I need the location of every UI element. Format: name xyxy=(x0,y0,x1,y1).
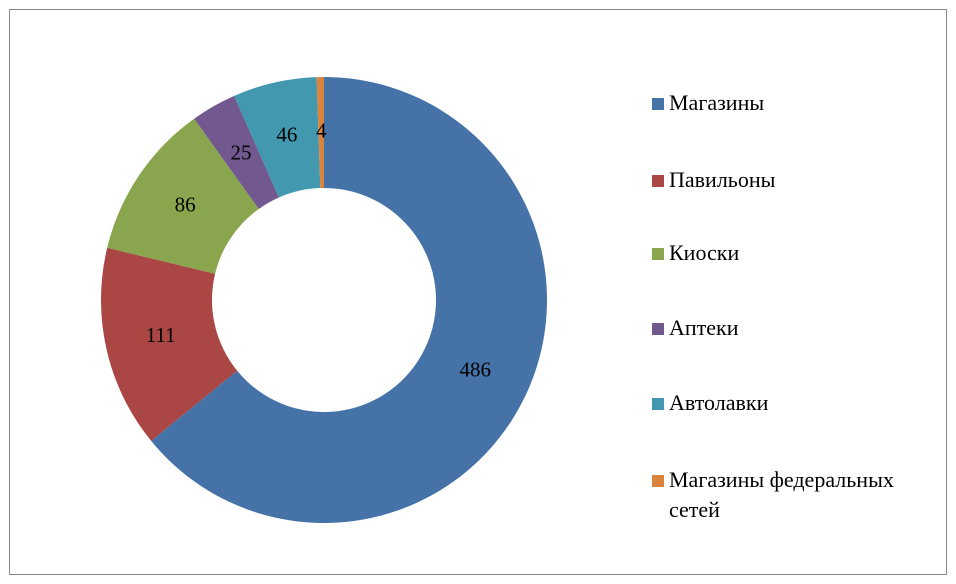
legend-swatch xyxy=(652,248,664,260)
data-label: 25 xyxy=(231,140,252,164)
legend-label: Магазины федеральных сетей xyxy=(669,467,894,522)
data-label: 86 xyxy=(175,192,196,216)
data-label: 46 xyxy=(276,122,297,146)
legend-label: Павильоны xyxy=(669,167,776,192)
legend-item: Автолавки xyxy=(652,388,944,418)
donut-slice xyxy=(194,95,279,209)
legend-swatch xyxy=(652,98,664,110)
donut-slice xyxy=(316,77,324,189)
legend-swatch xyxy=(652,175,664,187)
donut-slice xyxy=(234,77,321,198)
legend-swatch xyxy=(652,475,664,487)
legend-label: Магазины xyxy=(669,90,765,115)
donut-slice xyxy=(151,77,548,523)
donut-slice xyxy=(107,118,259,274)
donut-slice xyxy=(101,247,238,441)
legend-label: Автолавки xyxy=(669,390,769,415)
legend-item: Аптеки xyxy=(652,313,944,343)
data-label: 486 xyxy=(460,358,492,382)
legend-item: Магазины xyxy=(652,88,944,118)
legend-label: Аптеки xyxy=(669,315,739,340)
data-label: 4 xyxy=(316,118,327,142)
legend-item: Магазины федеральных сетей xyxy=(652,465,944,525)
legend-item: Павильоны xyxy=(652,165,944,195)
legend-item: Киоски xyxy=(652,238,944,268)
legend-label: Киоски xyxy=(669,240,740,265)
legend-swatch xyxy=(652,398,664,410)
legend-swatch xyxy=(652,323,664,335)
data-label: 111 xyxy=(146,323,176,347)
